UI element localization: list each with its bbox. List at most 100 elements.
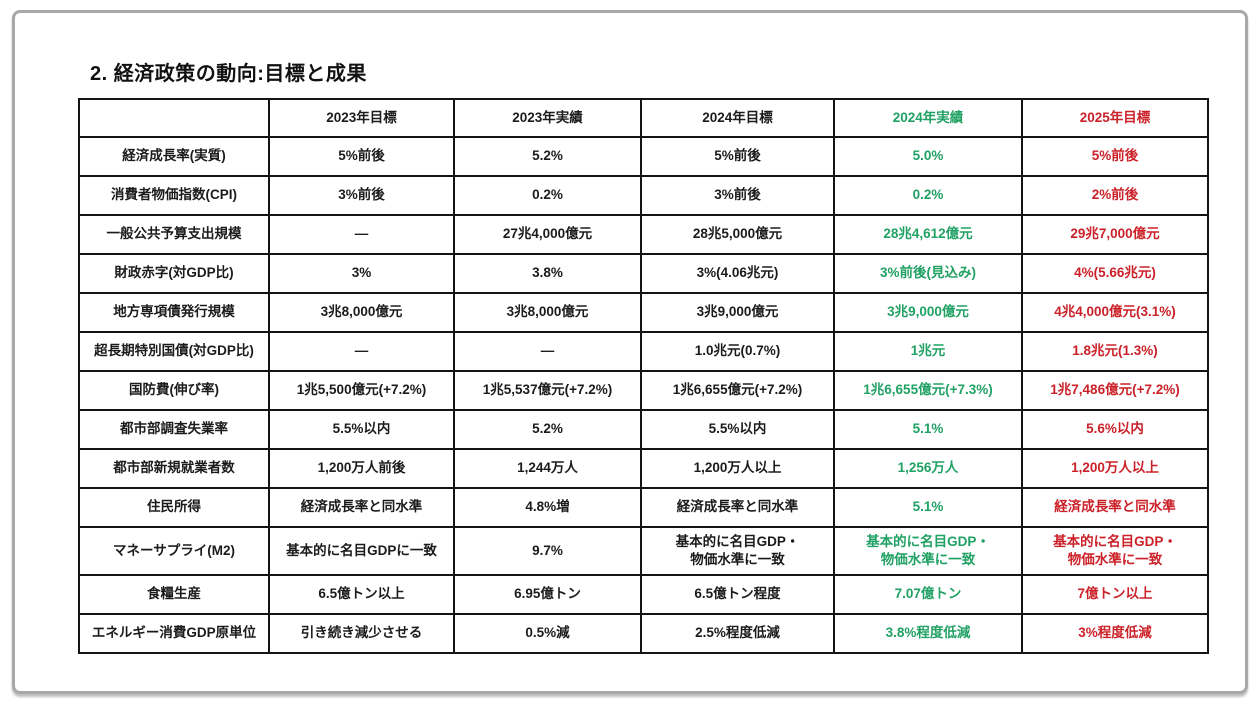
cell-2025-target: 3%程度低減: [1021, 613, 1209, 654]
cell-2023-actual: 6.95億トン: [453, 574, 642, 615]
cell-2024-target: 経済成長率と同水準: [640, 487, 835, 528]
cell-2025-target: 1,200万人以上: [1021, 448, 1209, 489]
cell-2024-actual: 7.07億トン: [833, 574, 1023, 615]
table-row-ultra-long-bonds: 超長期特別国債(対GDP比) — — 1.0兆元(0.7%) 1兆元 1.8兆元…: [78, 331, 1209, 372]
cell-2025-target: 基本的に名目GDP・ 物価水準に一致: [1021, 526, 1209, 576]
cell-2025-target: 5%前後: [1021, 136, 1209, 177]
cell-2023-actual: 3.8%: [453, 253, 642, 294]
cell-2023-actual: 9.7%: [453, 526, 642, 576]
row-label: 消費者物価指数(CPI): [78, 175, 270, 216]
table-row-money-supply: マネーサプライ(M2) 基本的に名目GDPに一致 9.7% 基本的に名目GDP・…: [78, 526, 1209, 576]
table-row-public-budget: 一般公共予算支出規模 — 27兆4,000億元 28兆5,000億元 28兆4,…: [78, 214, 1209, 255]
cell-2023-actual: 0.5%減: [453, 613, 642, 654]
cell-2024-actual: 1兆元: [833, 331, 1023, 372]
row-label: 超長期特別国債(対GDP比): [78, 331, 270, 372]
header-row: 2023年目標 2023年実績 2024年目標 2024年実績 2025年目標: [78, 98, 1209, 138]
table-row-local-special-bonds: 地方専項債発行規模 3兆8,000億元 3兆8,000億元 3兆9,000億元 …: [78, 292, 1209, 333]
row-label: 財政赤字(対GDP比): [78, 253, 270, 294]
cell-2025-target: 1兆7,486億元(+7.2%): [1021, 370, 1209, 411]
content-card: 2. 経済政策の動向:目標と成果 2023年目標 2023年実績 2024年目標…: [12, 10, 1248, 694]
table-row-cpi: 消費者物価指数(CPI) 3%前後 0.2% 3%前後 0.2% 2%前後: [78, 175, 1209, 216]
cell-2024-actual: 3%前後(見込み): [833, 253, 1023, 294]
table-row-resident-income: 住民所得 経済成長率と同水準 4.8%増 経済成長率と同水準 5.1% 経済成長…: [78, 487, 1209, 528]
row-label: 住民所得: [78, 487, 270, 528]
cell-2023-actual: 1,244万人: [453, 448, 642, 489]
cell-2023-actual: 1兆5,537億元(+7.2%): [453, 370, 642, 411]
cell-2023-target: 6.5億トン以上: [268, 574, 455, 615]
cell-2024-target: 1兆6,655億元(+7.2%): [640, 370, 835, 411]
cell-2025-target: 4兆4,000億元(3.1%): [1021, 292, 1209, 333]
row-label: エネルギー消費GDP原単位: [78, 613, 270, 654]
row-label: 国防費(伸び率): [78, 370, 270, 411]
row-label: 食糧生産: [78, 574, 270, 615]
table-row-fiscal-deficit: 財政赤字(対GDP比) 3% 3.8% 3%(4.06兆元) 3%前後(見込み)…: [78, 253, 1209, 294]
cell-2023-target: —: [268, 214, 455, 255]
row-label: 経済成長率(実質): [78, 136, 270, 177]
cell-2023-target: 基本的に名目GDPに一致: [268, 526, 455, 576]
cell-2023-actual: 5.2%: [453, 136, 642, 177]
table-row-new-urban-jobs: 都市部新規就業者数 1,200万人前後 1,244万人 1,200万人以上 1,…: [78, 448, 1209, 489]
cell-2024-actual: 3.8%程度低減: [833, 613, 1023, 654]
cell-2025-target: 経済成長率と同水準: [1021, 487, 1209, 528]
table-row-gdp-growth: 経済成長率(実質) 5%前後 5.2% 5%前後 5.0% 5%前後: [78, 136, 1209, 177]
cell-2024-actual: 3兆9,000億元: [833, 292, 1023, 333]
cell-2024-target: 2.5%程度低減: [640, 613, 835, 654]
cell-2025-target: 7億トン以上: [1021, 574, 1209, 615]
cell-2024-actual: 1兆6,655億元(+7.3%): [833, 370, 1023, 411]
cell-2024-actual: 0.2%: [833, 175, 1023, 216]
cell-2023-actual: 0.2%: [453, 175, 642, 216]
table-row-defense-budget: 国防費(伸び率) 1兆5,500億元(+7.2%) 1兆5,537億元(+7.2…: [78, 370, 1209, 411]
cell-2023-actual: 5.2%: [453, 409, 642, 450]
economic-policy-table: 2023年目標 2023年実績 2024年目標 2024年実績 2025年目標 …: [78, 98, 1209, 654]
cell-2023-target: 経済成長率と同水準: [268, 487, 455, 528]
cell-2024-target: 5.5%以内: [640, 409, 835, 450]
cell-2023-target: 5%前後: [268, 136, 455, 177]
cell-2023-target: —: [268, 331, 455, 372]
cell-2024-target: 28兆5,000億元: [640, 214, 835, 255]
cell-2024-target: 1.0兆元(0.7%): [640, 331, 835, 372]
cell-2023-target: 1兆5,500億元(+7.2%): [268, 370, 455, 411]
cell-2024-actual: 5.1%: [833, 409, 1023, 450]
cell-2025-target: 1.8兆元(1.3%): [1021, 331, 1209, 372]
cell-2024-target: 6.5億トン程度: [640, 574, 835, 615]
table-row-energy-intensity: エネルギー消費GDP原単位 引き続き減少させる 0.5%減 2.5%程度低減 3…: [78, 613, 1209, 654]
cell-2025-target: 29兆7,000億元: [1021, 214, 1209, 255]
row-label: 一般公共予算支出規模: [78, 214, 270, 255]
cell-2023-target: 3%: [268, 253, 455, 294]
column-header-2024-actual: 2024年実績: [833, 98, 1023, 138]
row-label: 都市部調査失業率: [78, 409, 270, 450]
page-title: 2. 経済政策の動向:目標と成果: [90, 63, 367, 85]
cell-2024-actual: 28兆4,612億元: [833, 214, 1023, 255]
cell-2024-target: 3兆9,000億元: [640, 292, 835, 333]
table-row-grain-production: 食糧生産 6.5億トン以上 6.95億トン 6.5億トン程度 7.07億トン 7…: [78, 574, 1209, 615]
column-header-blank: [78, 98, 270, 138]
cell-2024-actual: 5.0%: [833, 136, 1023, 177]
column-header-2023-actual: 2023年実績: [453, 98, 642, 138]
cell-2024-target: 1,200万人以上: [640, 448, 835, 489]
cell-2024-target: 3%(4.06兆元): [640, 253, 835, 294]
cell-2023-actual: 27兆4,000億元: [453, 214, 642, 255]
row-label: 地方専項債発行規模: [78, 292, 270, 333]
cell-2025-target: 2%前後: [1021, 175, 1209, 216]
row-label: マネーサプライ(M2): [78, 526, 270, 576]
cell-2023-target: 3兆8,000億元: [268, 292, 455, 333]
cell-2024-target: 3%前後: [640, 175, 835, 216]
cell-2024-target: 5%前後: [640, 136, 835, 177]
cell-2023-actual: 4.8%増: [453, 487, 642, 528]
cell-2023-actual: 3兆8,000億元: [453, 292, 642, 333]
cell-2024-actual: 5.1%: [833, 487, 1023, 528]
cell-2025-target: 5.6%以内: [1021, 409, 1209, 450]
cell-2025-target: 4%(5.66兆元): [1021, 253, 1209, 294]
column-header-2023-target: 2023年目標: [268, 98, 455, 138]
table-row-urban-unemployment: 都市部調査失業率 5.5%以内 5.2% 5.5%以内 5.1% 5.6%以内: [78, 409, 1209, 450]
cell-2023-target: 引き続き減少させる: [268, 613, 455, 654]
cell-2023-target: 1,200万人前後: [268, 448, 455, 489]
cell-2024-actual: 1,256万人: [833, 448, 1023, 489]
cell-2023-actual: —: [453, 331, 642, 372]
cell-2024-target: 基本的に名目GDP・ 物価水準に一致: [640, 526, 835, 576]
column-header-2025-target: 2025年目標: [1021, 98, 1209, 138]
cell-2023-target: 5.5%以内: [268, 409, 455, 450]
cell-2024-actual: 基本的に名目GDP・ 物価水準に一致: [833, 526, 1023, 576]
column-header-2024-target: 2024年目標: [640, 98, 835, 138]
